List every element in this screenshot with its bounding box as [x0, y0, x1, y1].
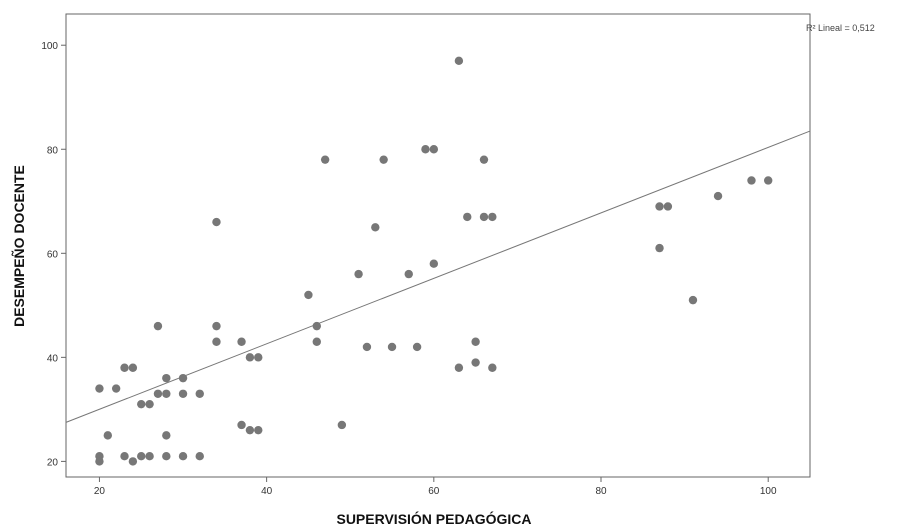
data-point	[387, 342, 397, 352]
x-tick-label: 20	[94, 486, 106, 497]
data-point	[479, 155, 489, 164]
data-point	[162, 389, 171, 398]
data-point	[195, 389, 204, 398]
data-point	[162, 373, 171, 383]
data-point	[212, 217, 221, 227]
data-points	[95, 56, 773, 466]
data-point	[304, 290, 313, 300]
data-point	[688, 295, 698, 305]
data-point	[178, 451, 188, 461]
data-point	[488, 212, 497, 222]
data-point	[471, 358, 480, 367]
y-axis-ticks: 20 40 60 80 100	[41, 41, 66, 468]
data-point	[195, 451, 204, 461]
data-point	[320, 155, 330, 164]
data-point	[128, 363, 138, 372]
data-point	[371, 223, 380, 232]
x-tick-label: 100	[760, 486, 777, 497]
data-point	[162, 431, 171, 440]
data-point	[120, 451, 129, 461]
data-point	[128, 457, 138, 466]
data-point	[337, 420, 347, 430]
data-point	[454, 56, 464, 66]
data-point	[237, 337, 246, 346]
r2-label: R² Lineal = 0,512	[806, 23, 875, 33]
data-point	[111, 384, 121, 393]
data-point	[212, 321, 221, 331]
data-point	[254, 353, 263, 362]
data-point	[379, 155, 388, 164]
data-point	[212, 337, 221, 346]
data-point	[479, 212, 489, 222]
data-point	[663, 202, 673, 211]
x-tick-label: 60	[428, 486, 440, 497]
data-point	[412, 342, 422, 352]
fit-line	[65, 130, 811, 423]
data-point	[120, 363, 129, 372]
data-point	[103, 431, 112, 440]
data-point	[463, 212, 472, 222]
y-tick-label: 60	[47, 249, 59, 260]
data-point	[245, 425, 255, 435]
data-point	[137, 399, 146, 409]
data-point	[362, 342, 372, 352]
data-point	[153, 321, 163, 331]
data-point	[429, 145, 439, 154]
data-point	[145, 451, 154, 461]
data-point	[312, 321, 321, 331]
data-point	[153, 389, 163, 398]
data-point	[178, 389, 188, 398]
data-point	[454, 363, 464, 372]
data-point	[655, 202, 664, 211]
x-axis-title: SUPERVISIÓN PEDAGÓGICA	[336, 510, 531, 527]
y-tick-label: 40	[47, 353, 59, 364]
data-point	[471, 337, 480, 346]
data-point	[312, 337, 321, 346]
y-tick-label: 100	[41, 41, 58, 52]
data-point	[137, 451, 146, 461]
data-point	[747, 176, 756, 185]
data-point	[429, 259, 439, 268]
x-axis-ticks: 20 40 60 80 100	[94, 477, 777, 497]
plot-area	[65, 13, 811, 478]
data-point	[178, 373, 188, 383]
data-point	[713, 191, 723, 201]
data-point	[764, 176, 773, 185]
data-point	[245, 353, 255, 362]
data-point	[404, 269, 413, 279]
y-axis-title: DESEMPEÑO DOCENTE	[10, 165, 27, 327]
data-point	[354, 269, 363, 279]
y-tick-label: 80	[47, 145, 59, 156]
x-tick-label: 40	[261, 486, 273, 497]
data-point	[95, 384, 104, 393]
data-point	[145, 399, 154, 409]
data-point	[237, 420, 246, 430]
y-tick-label: 20	[47, 457, 59, 468]
fit-line-layer	[65, 130, 811, 423]
data-point	[655, 243, 664, 253]
data-point	[488, 363, 497, 372]
data-point	[162, 451, 171, 461]
data-point	[95, 457, 104, 466]
x-tick-label: 80	[595, 486, 607, 497]
data-point	[254, 425, 263, 435]
data-point	[421, 145, 430, 154]
